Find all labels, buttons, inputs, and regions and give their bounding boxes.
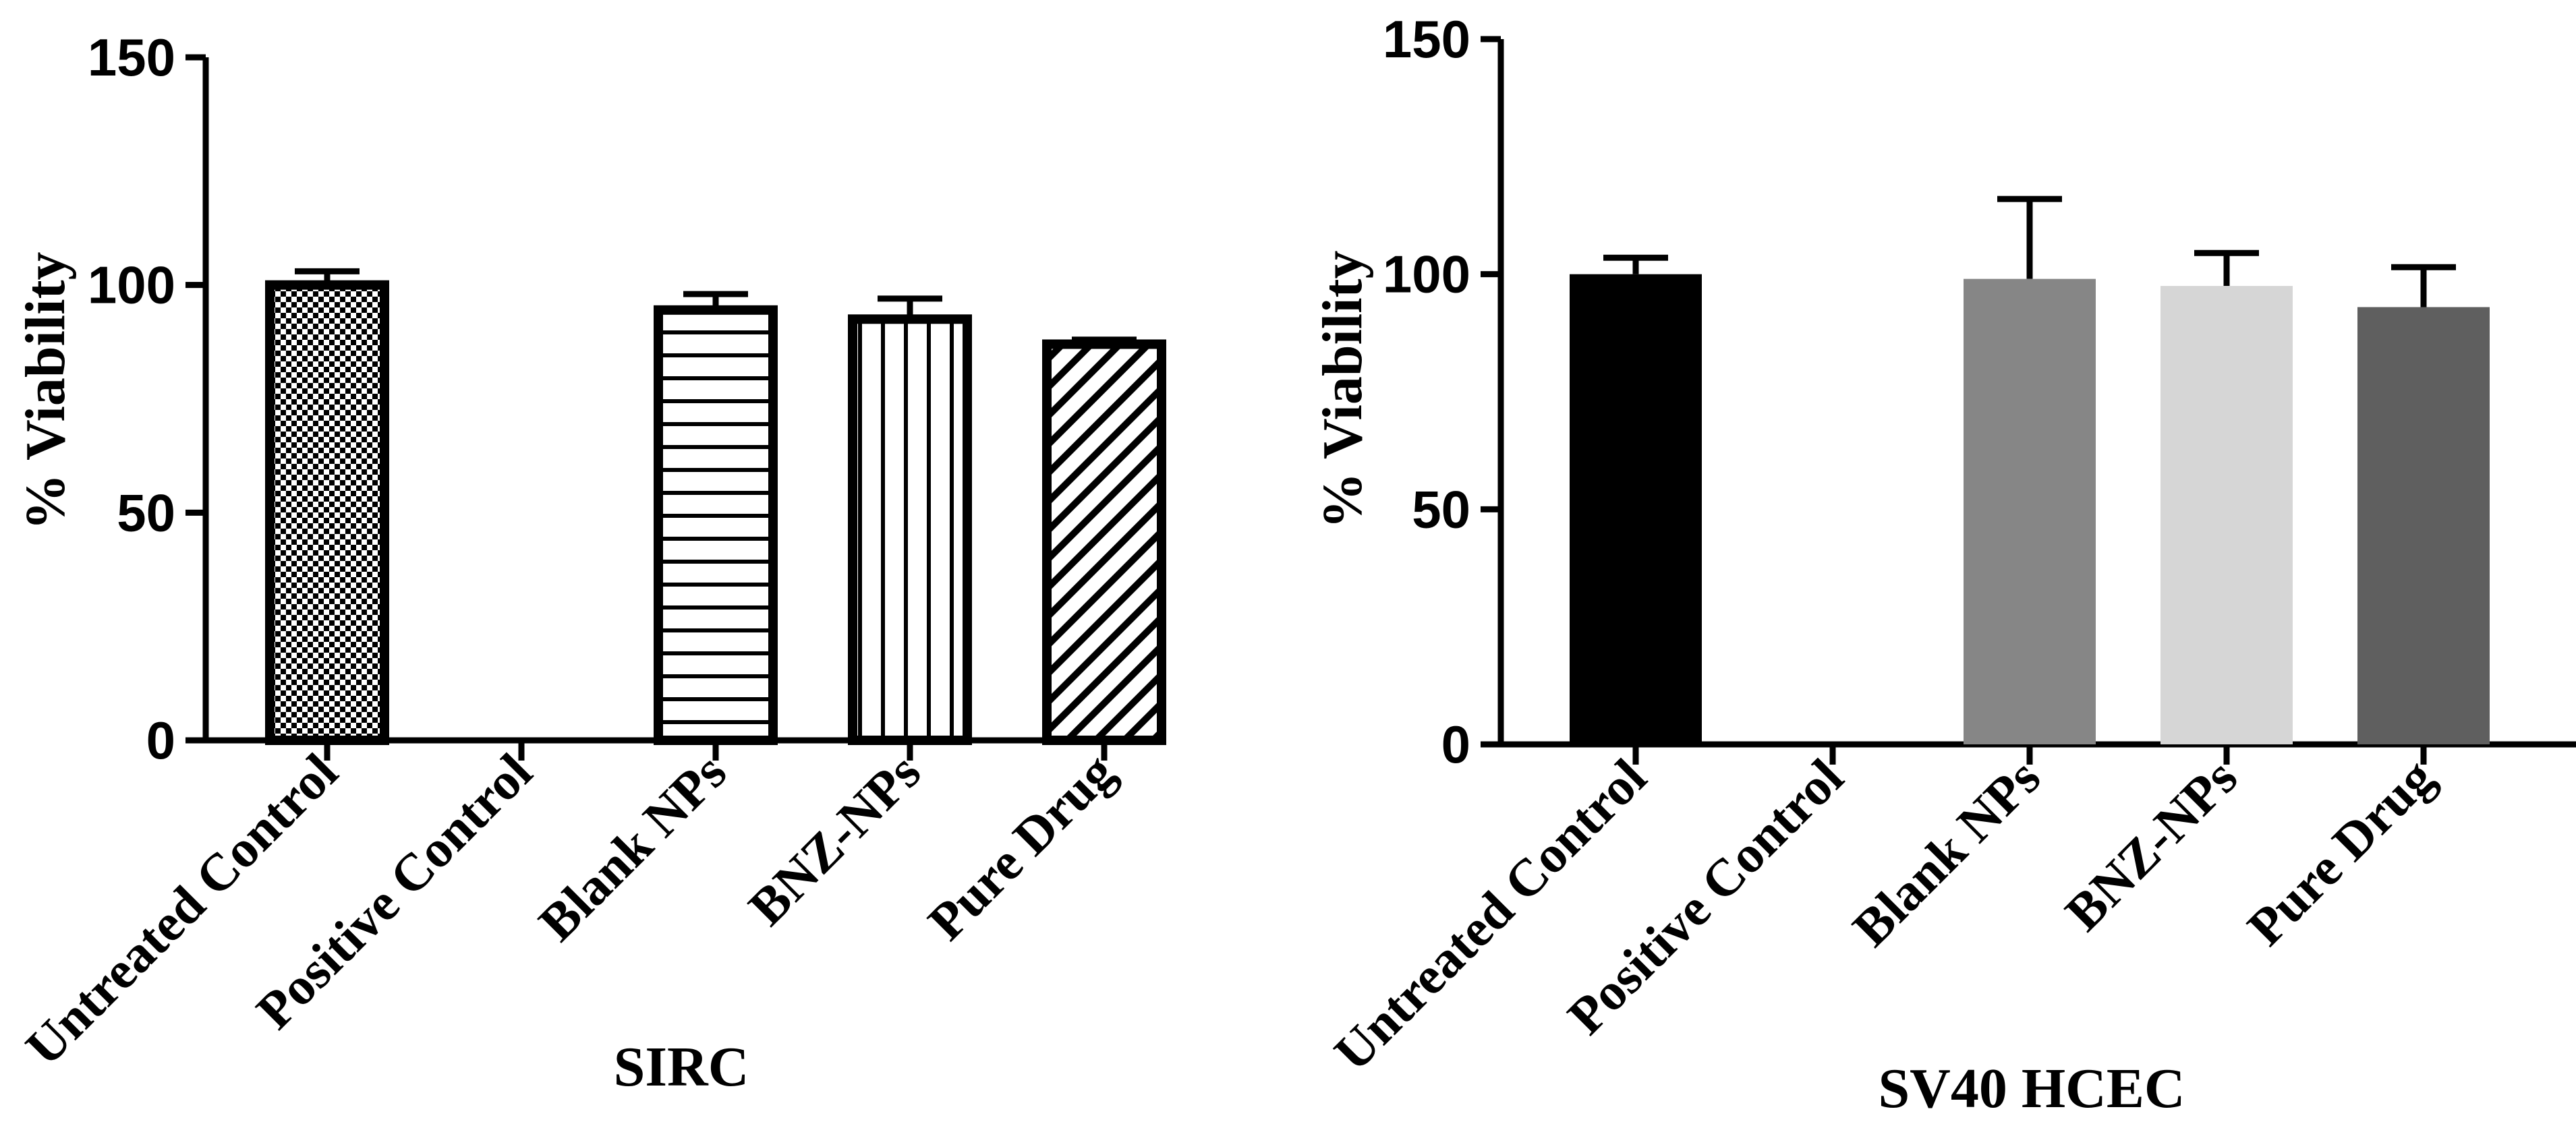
bar	[1570, 274, 1702, 745]
x-axis-title: SV40 HCEC	[1878, 1057, 2185, 1120]
y-axis-title: % Viability	[1311, 250, 1374, 529]
bar	[265, 280, 389, 745]
bar	[848, 314, 972, 746]
y-tick-label: 150	[88, 28, 175, 87]
category-label: Blank NPs	[1841, 748, 2051, 957]
y-tick-label: 100	[88, 256, 175, 315]
category-label: BNZ-NPs	[737, 742, 932, 937]
y-tick-label: 150	[1383, 9, 1470, 69]
category-label: Pure Drug	[917, 742, 1126, 951]
y-tick-label: 0	[146, 711, 175, 770]
bar	[1042, 339, 1166, 745]
y-tick-label: 0	[1441, 715, 1470, 774]
y-tick-label: 100	[1383, 245, 1470, 304]
bar	[1964, 278, 2096, 744]
category-label: Blank NPs	[527, 742, 737, 952]
category-label: Pure Drug	[2236, 748, 2445, 957]
bar	[2160, 286, 2293, 745]
x-axis-title: SIRC	[614, 1036, 749, 1098]
bar	[654, 305, 778, 745]
bar	[2357, 307, 2490, 745]
y-axis-title: % Viability	[14, 251, 77, 530]
y-tick-label: 50	[1412, 479, 1470, 539]
y-tick-label: 50	[117, 483, 175, 542]
category-label: BNZ-NPs	[2054, 748, 2248, 942]
